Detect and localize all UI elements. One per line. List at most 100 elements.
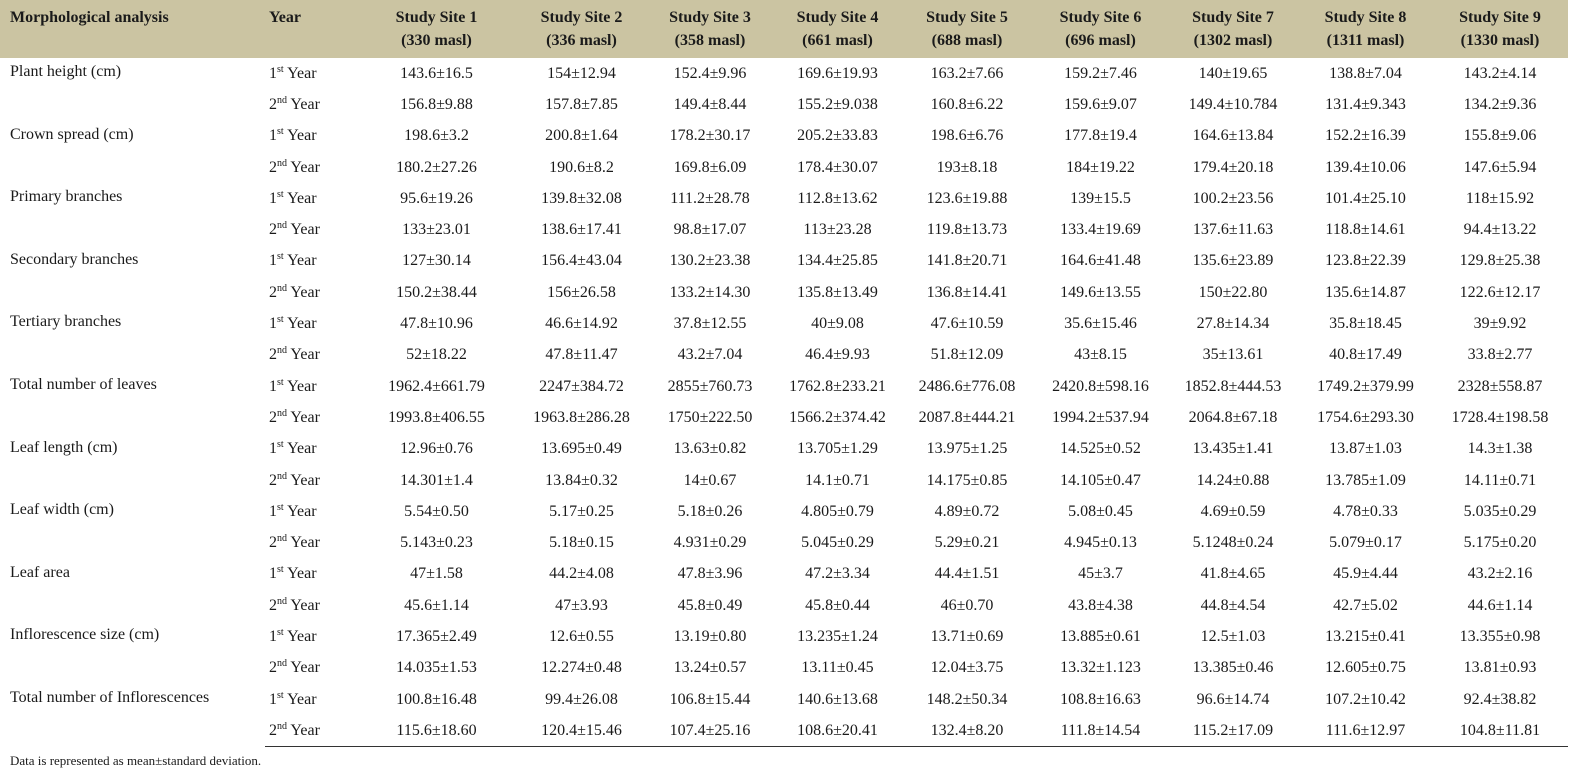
value-cell: 180.2±27.26 — [396, 158, 477, 176]
year-word: Year — [287, 690, 317, 708]
year-word: Year — [290, 408, 320, 426]
value-cell: 133.2±14.30 — [669, 283, 751, 301]
value-cell: 5.1248±0.24 — [1192, 534, 1274, 552]
value-cell: 27.8±14.34 — [1196, 315, 1270, 333]
value-cell: 139±15.5 — [1070, 189, 1131, 207]
value-cell: 179.4±20.18 — [1192, 158, 1274, 176]
value-cell: 2420.8±598.16 — [1052, 377, 1149, 395]
value-cell: 1994.2±537.94 — [1052, 408, 1149, 426]
year-word: Year — [287, 502, 317, 520]
value-cell: 13.695±0.49 — [541, 440, 622, 458]
value-cell: 96.6±14.74 — [1196, 690, 1270, 708]
year-suffix: nd — [277, 157, 287, 169]
value-cell: 52±18.22 — [406, 346, 467, 364]
value-cell: 123.6±19.88 — [926, 189, 1008, 207]
table-header: Morphological analysis Year Study Site 1… — [0, 0, 1568, 58]
value-cell: 1754.6±293.30 — [1317, 408, 1414, 426]
year-suffix: nd — [277, 345, 287, 357]
site-name: Study Site 9 — [1459, 9, 1541, 26]
data-row: 2nd Year 52±18.22 47.8±11.47 43.2±7.04 46.4±… — [0, 340, 1568, 371]
year-number: 2 — [269, 408, 277, 426]
value-cell: 14.105±0.47 — [1060, 471, 1141, 489]
value-cell: 139.4±10.06 — [1325, 158, 1406, 176]
site-name: Study Site 7 — [1192, 9, 1274, 26]
data-row: Primary branches 1st Year 95.6±19.26 139.8±… — [0, 183, 1568, 214]
year-word: Year — [287, 189, 317, 207]
year-word: Year — [287, 627, 317, 645]
data-row: Plant height (cm) 1st Year 143.6±16.5 154±1… — [0, 58, 1568, 89]
value-cell: 14.24±0.88 — [1196, 471, 1270, 489]
data-row: 2nd Year 115.6±18.60 120.4±15.46 107.4±25.1… — [0, 715, 1568, 748]
site-elevation: (696 masl) — [1065, 32, 1136, 49]
value-cell: 13.385±0.46 — [1192, 659, 1274, 677]
year-number: 2 — [269, 471, 277, 489]
value-cell: 140.6±13.68 — [797, 690, 878, 708]
value-cell: 5.079±0.17 — [1329, 534, 1402, 552]
site-elevation: (1330 masl) — [1460, 32, 1540, 49]
year-cell: 1st Year — [265, 183, 355, 214]
value-cell: 37.8±12.55 — [673, 315, 747, 333]
year-word: Year — [290, 659, 320, 677]
value-cell: 2855±760.73 — [667, 377, 753, 395]
value-cell: 164.6±41.48 — [1060, 252, 1141, 270]
value-cell: 5.08±0.45 — [1068, 502, 1133, 520]
value-cell: 51.8±12.09 — [930, 346, 1004, 364]
value-cell: 4.78±0.33 — [1333, 502, 1398, 520]
data-row: 2nd Year 156.8±9.88 157.8±7.85 149.4±8.44 15… — [0, 89, 1568, 120]
value-cell: 149.4±8.44 — [673, 95, 747, 113]
year-suffix: st — [277, 251, 284, 263]
year-word: Year — [290, 596, 320, 614]
value-cell: 5.17±0.25 — [549, 502, 614, 520]
value-cell: 13.975±1.25 — [926, 440, 1008, 458]
value-cell: 133±23.01 — [402, 221, 471, 239]
value-cell: 177.8±19.4 — [1064, 127, 1137, 145]
year-cell: 1st Year — [265, 621, 355, 652]
value-cell: 4.931±0.29 — [673, 534, 747, 552]
value-cell: 111.2±28.78 — [670, 189, 750, 207]
site-elevation: (330 masl) — [401, 32, 472, 49]
year-number: 2 — [269, 221, 277, 239]
value-cell: 13.885±0.61 — [1060, 627, 1141, 645]
value-cell: 35.8±18.45 — [1329, 315, 1402, 333]
value-cell: 107.2±10.42 — [1325, 690, 1406, 708]
value-cell: 95.6±19.26 — [400, 189, 473, 207]
data-table: Morphological analysis Year Study Site 1… — [0, 0, 1568, 748]
value-cell: 46±0.70 — [940, 596, 994, 614]
year-number: 1 — [269, 127, 277, 145]
value-cell: 12.96±0.76 — [400, 440, 473, 458]
value-cell: 111.8±14.54 — [1034, 715, 1167, 748]
year-cell: 2nd Year — [265, 590, 355, 621]
site-name: Study Site 8 — [1324, 9, 1407, 26]
year-suffix: st — [277, 564, 284, 576]
value-cell: 108.6±20.41 — [775, 715, 900, 748]
value-cell: 14.301±1.4 — [400, 471, 473, 489]
value-cell: 14.035±1.53 — [396, 659, 477, 677]
value-cell: 149.4±10.784 — [1188, 95, 1278, 113]
value-cell: 14.175±0.85 — [926, 471, 1008, 489]
year-cell: 2nd Year — [265, 465, 355, 496]
value-cell: 134.4±25.85 — [797, 252, 878, 270]
year-cell: 1st Year — [265, 58, 355, 89]
value-cell: 43.2±7.04 — [677, 346, 743, 364]
value-cell: 157.8±7.85 — [545, 95, 618, 113]
data-row: 2nd Year 133±23.01 138.6±17.41 98.8±17.07 11… — [0, 214, 1568, 245]
year-suffix: nd — [277, 720, 287, 732]
value-cell: 33.8±2.77 — [1467, 346, 1533, 364]
value-cell: 1993.8±406.55 — [388, 408, 485, 426]
value-cell: 100.8±16.48 — [396, 690, 477, 708]
year-suffix: st — [277, 689, 284, 701]
value-cell: 12.605±0.75 — [1325, 659, 1406, 677]
year-suffix: st — [277, 626, 284, 638]
value-cell: 1749.2±379.99 — [1317, 377, 1414, 395]
value-cell: 134.2±9.36 — [1463, 95, 1537, 113]
value-cell: 40±9.08 — [811, 315, 864, 333]
value-cell: 193±8.18 — [936, 158, 998, 176]
site-name: Study Site 5 — [926, 9, 1008, 26]
year-word: Year — [287, 315, 317, 333]
year-cell: 1st Year — [265, 308, 355, 339]
value-cell: 4.89±0.72 — [934, 502, 1000, 520]
year-cell: 2nd Year — [265, 653, 355, 684]
year-cell: 1st Year — [265, 684, 355, 715]
trait-cell: Secondary branches — [10, 250, 139, 268]
